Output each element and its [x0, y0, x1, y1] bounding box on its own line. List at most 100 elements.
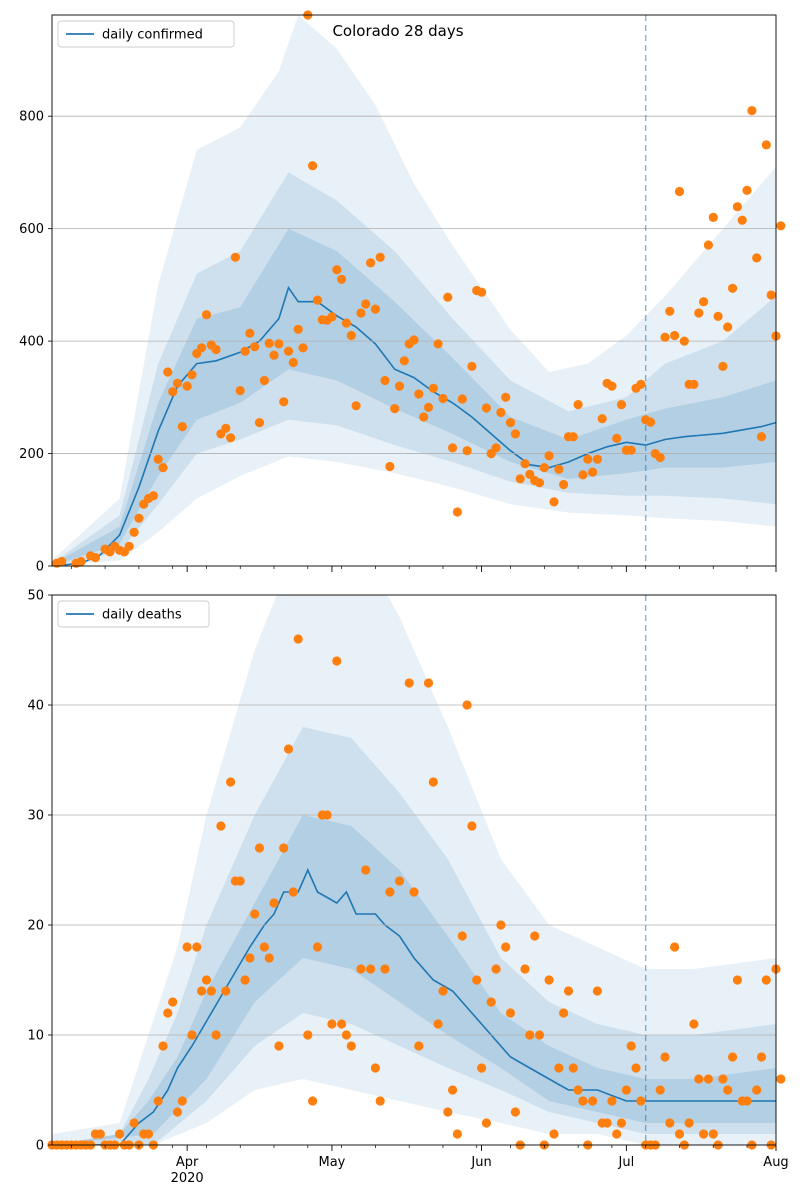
observed-point [414, 1041, 424, 1051]
observed-point [259, 942, 269, 952]
observed-point [303, 1030, 313, 1040]
legend-box [57, 20, 235, 48]
observed-point [607, 381, 617, 391]
observed-points [52, 10, 786, 568]
confirmed-panel: 0 200 400 600 800 daily confirmed [19, 10, 786, 575]
observed-point [655, 1085, 665, 1095]
observed-point [631, 1063, 641, 1073]
observed-point [182, 381, 192, 391]
observed-point [438, 986, 448, 996]
observed-point [221, 986, 231, 996]
observed-point [172, 1107, 183, 1117]
observed-point [728, 1052, 738, 1062]
observed-point [728, 283, 738, 293]
observed-point [742, 185, 752, 195]
observed-point [776, 221, 786, 231]
observed-point [274, 339, 284, 349]
observed-point [322, 810, 332, 820]
observed-point [694, 308, 704, 318]
observed-point [129, 1118, 139, 1128]
observed-point [679, 336, 689, 346]
observed-point [423, 402, 434, 412]
observed-point [505, 1008, 516, 1018]
observed-point [549, 497, 559, 507]
observed-point [428, 777, 438, 787]
observed-point [274, 1041, 284, 1051]
observed-point [559, 1008, 569, 1018]
observed-point [337, 274, 347, 284]
observed-point [578, 1096, 588, 1106]
observed-point [201, 310, 212, 320]
observed-point [143, 1129, 154, 1139]
observed-point [766, 290, 776, 300]
observed-point [259, 375, 269, 386]
observed-point [356, 308, 366, 318]
observed-point [501, 392, 511, 402]
observed-point [448, 1085, 458, 1095]
observed-point [332, 656, 342, 666]
y-tick-label: 800 [19, 110, 44, 125]
observed-point [621, 1085, 632, 1095]
observed-point [327, 312, 337, 322]
observed-point [703, 1074, 714, 1084]
observed-point [351, 401, 361, 411]
observed-point [423, 678, 434, 688]
legend-label: daily confirmed [102, 28, 203, 43]
observed-point [235, 386, 245, 396]
observed-point [211, 1030, 221, 1040]
observed-point [356, 964, 366, 974]
observed-point [308, 161, 318, 171]
observed-point [414, 389, 424, 399]
observed-point [187, 370, 197, 380]
observed-point [312, 942, 323, 952]
observed-point [752, 1085, 762, 1095]
observed-point [433, 339, 443, 349]
observed-point [240, 975, 250, 985]
observed-point [674, 1129, 685, 1139]
observed-point [699, 1129, 709, 1139]
observed-point [612, 1129, 622, 1139]
observed-point [534, 1030, 545, 1040]
observed-point [568, 432, 578, 442]
observed-point [216, 821, 226, 831]
observed-point [747, 106, 757, 116]
median-line [52, 285, 776, 566]
observed-point [283, 744, 294, 754]
observed-point [298, 343, 308, 353]
observed-point [723, 1085, 733, 1095]
observed-point [530, 931, 540, 941]
uncertainty-band-mid [52, 727, 776, 1145]
observed-point [616, 1118, 627, 1128]
observed-point [76, 556, 86, 567]
observed-point [481, 403, 491, 413]
observed-point [187, 1030, 197, 1040]
observed-point [520, 964, 530, 974]
observed-point [520, 459, 530, 469]
x-tick-label: Apr [176, 1155, 199, 1170]
observed-point [689, 1019, 699, 1029]
observed-point [462, 700, 472, 710]
observed-point [443, 1107, 453, 1117]
observed-point [496, 920, 506, 930]
observed-point [230, 252, 240, 262]
uncertainty-band-outer [52, 15, 776, 566]
legend-label: daily deaths [102, 608, 182, 623]
observed-point [525, 1030, 535, 1040]
observed-point [761, 975, 771, 985]
observed-point [452, 507, 462, 517]
observed-point [655, 452, 665, 463]
observed-point [283, 346, 294, 356]
observed-point [588, 467, 598, 477]
observed-point [245, 328, 255, 338]
observed-point [428, 383, 438, 393]
observed-point [293, 634, 303, 644]
observed-point [708, 1129, 718, 1139]
figure-title: Colorado 28 days [332, 22, 463, 40]
observed-point [399, 356, 409, 366]
observed-point [288, 357, 298, 368]
observed-point [737, 215, 747, 225]
observed-point [158, 1041, 168, 1051]
observed-point [626, 1041, 636, 1051]
observed-point [448, 443, 458, 453]
